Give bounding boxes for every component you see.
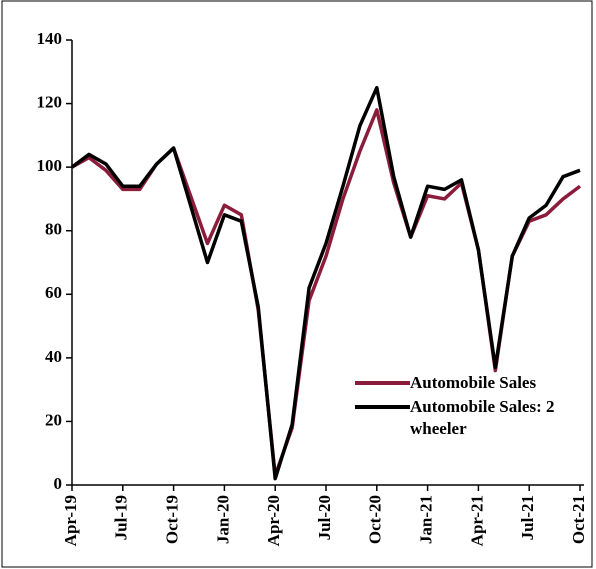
legend-swatch bbox=[355, 405, 410, 409]
legend-item: Automobile Sales bbox=[355, 372, 585, 394]
x-tick-label: Apr-20 bbox=[264, 495, 283, 546]
x-tick-label: Jul-21 bbox=[518, 495, 537, 540]
y-tick-label: 100 bbox=[37, 156, 63, 175]
legend-label: Automobile Sales bbox=[410, 373, 537, 392]
x-tick-label: Apr-19 bbox=[61, 495, 80, 546]
x-tick-label: Oct-20 bbox=[366, 495, 385, 544]
x-tick-label: Apr-21 bbox=[467, 495, 486, 546]
legend-item: Automobile Sales: 2 wheeler bbox=[355, 396, 585, 440]
y-tick-label: 60 bbox=[45, 283, 62, 302]
y-tick-label: 80 bbox=[45, 220, 62, 239]
y-tick-label: 20 bbox=[45, 410, 62, 429]
x-tick-label: Oct-19 bbox=[163, 495, 182, 544]
x-tick-label: Jul-19 bbox=[112, 495, 131, 540]
legend-label: Automobile Sales: 2 wheeler bbox=[410, 397, 555, 438]
y-tick-label: 120 bbox=[37, 92, 63, 111]
legend-swatch bbox=[355, 381, 410, 385]
series-line bbox=[70, 85, 581, 481]
y-tick-label: 40 bbox=[45, 347, 62, 366]
x-tick-label: Jan-20 bbox=[213, 495, 232, 544]
x-tick-label: Jul-20 bbox=[315, 495, 334, 540]
y-tick-label: 140 bbox=[37, 29, 63, 48]
x-tick-label: Jan-21 bbox=[417, 495, 436, 544]
y-tick-label: 0 bbox=[54, 474, 63, 493]
x-tick-label: Oct-21 bbox=[569, 495, 588, 544]
legend: Automobile Sales Automobile Sales: 2 whee… bbox=[355, 372, 585, 442]
